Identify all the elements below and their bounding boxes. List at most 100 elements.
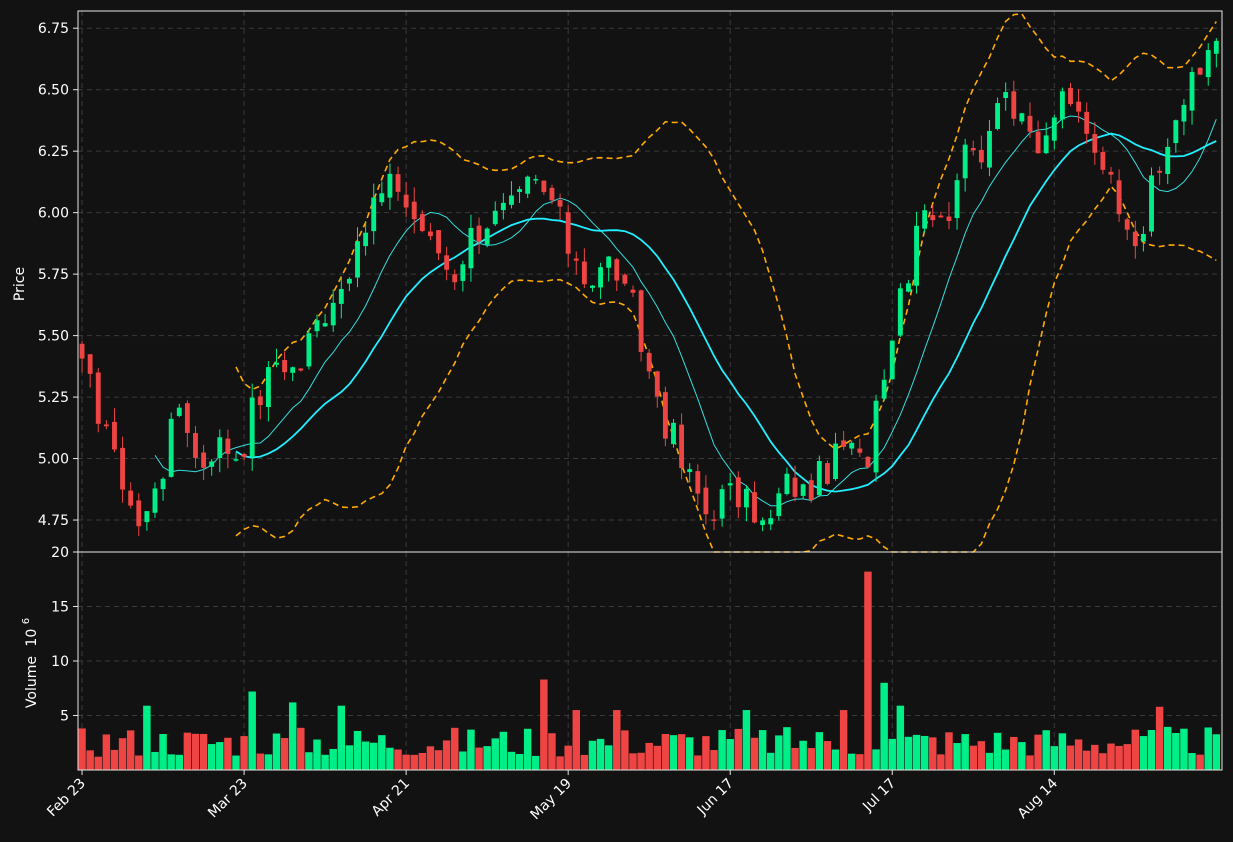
volume-bar xyxy=(993,732,1002,770)
candle-body xyxy=(1189,72,1195,111)
volume-bar xyxy=(920,735,929,770)
volume-bar xyxy=(459,751,467,770)
candle-body xyxy=(557,200,563,207)
volume-bar xyxy=(1034,734,1042,770)
volume-bar xyxy=(426,746,435,770)
candle-body xyxy=(428,231,433,237)
volume-bar xyxy=(726,738,734,770)
candle-body xyxy=(120,447,125,490)
candle-body xyxy=(906,283,911,292)
volume-bar xyxy=(329,748,337,770)
volume-bar xyxy=(872,749,880,770)
candle-body xyxy=(1181,104,1187,122)
price-tick-label: 6.25 xyxy=(38,144,69,160)
candle-body xyxy=(1027,115,1033,132)
volume-bar xyxy=(361,741,370,770)
volume-bar xyxy=(191,733,200,770)
candle-body xyxy=(970,148,976,151)
moving-average-long-line xyxy=(235,132,1217,493)
candle-body xyxy=(1108,171,1114,175)
price-tick-label: 6.50 xyxy=(38,83,69,99)
volume-bar xyxy=(613,710,621,770)
volume-bar xyxy=(532,755,540,770)
volume-bar xyxy=(629,753,637,770)
candle-body xyxy=(565,212,571,254)
candle-body xyxy=(403,194,409,208)
volume-bar xyxy=(548,733,556,770)
candle-body xyxy=(525,176,531,194)
volume-bar xyxy=(1066,745,1075,770)
price-tick-label: 6.75 xyxy=(38,21,69,37)
candle-body xyxy=(630,289,636,293)
volume-bar xyxy=(969,745,977,770)
candle-body xyxy=(468,227,474,269)
candle-body xyxy=(363,232,369,247)
volume-bar xyxy=(540,679,548,770)
volume-bar xyxy=(483,746,491,770)
volume-bar xyxy=(1188,753,1196,770)
volume-bar xyxy=(143,705,151,770)
candle-body xyxy=(938,215,944,218)
candle-body xyxy=(1157,170,1163,173)
volume-tick-label: 10 xyxy=(51,654,69,670)
candle-body xyxy=(719,489,725,519)
candle-body xyxy=(533,178,539,181)
candle-body xyxy=(614,259,620,281)
volume-bar xyxy=(710,750,718,770)
candle-body xyxy=(257,396,263,406)
candle-body xyxy=(1092,134,1098,153)
volume-bar xyxy=(750,737,759,770)
candle-body xyxy=(816,461,822,496)
volume-bar xyxy=(523,728,532,770)
volume-bar xyxy=(175,754,184,770)
volume-bar xyxy=(151,751,159,770)
candle-body xyxy=(865,456,871,468)
candle-body xyxy=(695,471,701,494)
candle-body xyxy=(995,103,1001,129)
volume-bar xyxy=(564,745,572,770)
candle-body xyxy=(1132,231,1138,247)
volume-bar xyxy=(280,738,289,770)
candle-body xyxy=(452,274,458,283)
volume-bar xyxy=(264,754,273,770)
candle-body xyxy=(752,492,757,523)
volume-bar xyxy=(677,734,686,770)
candle-body xyxy=(1084,111,1090,134)
candle-body xyxy=(144,511,150,523)
volume-bar xyxy=(775,735,783,770)
candle-body xyxy=(241,453,247,457)
candle-body xyxy=(881,379,887,399)
candle-body xyxy=(930,215,936,221)
volume-bar xyxy=(653,745,662,770)
volume-bar xyxy=(410,754,418,770)
volume-bar xyxy=(823,741,832,770)
volume-bar xyxy=(1163,726,1172,770)
volume-bar xyxy=(1147,730,1156,770)
candle-body xyxy=(889,340,895,380)
candle-body xyxy=(1100,152,1106,170)
volume-bar xyxy=(1180,728,1188,770)
volume-bar xyxy=(207,744,216,770)
volume-bar xyxy=(1050,746,1059,770)
candle-body xyxy=(1165,146,1171,174)
volume-bar xyxy=(491,738,499,770)
candle-body xyxy=(355,241,360,278)
candle-body xyxy=(1011,91,1017,119)
volume-bar xyxy=(94,756,102,770)
candle-body xyxy=(387,173,393,198)
volume-bar xyxy=(402,754,410,770)
volume-bar xyxy=(1082,750,1091,770)
candle-body xyxy=(476,225,482,242)
volume-bar xyxy=(499,731,508,770)
candle-body xyxy=(646,353,652,372)
candle-body xyxy=(1197,67,1203,75)
candle-body xyxy=(1035,131,1041,154)
volume-bar xyxy=(167,754,175,770)
candle-body xyxy=(265,367,271,408)
candle-body xyxy=(987,130,992,168)
volume-bar xyxy=(556,756,564,770)
volume-bar xyxy=(1010,736,1018,770)
volume-bar xyxy=(815,732,824,770)
candle-body xyxy=(444,255,450,270)
candle-body xyxy=(768,518,774,525)
